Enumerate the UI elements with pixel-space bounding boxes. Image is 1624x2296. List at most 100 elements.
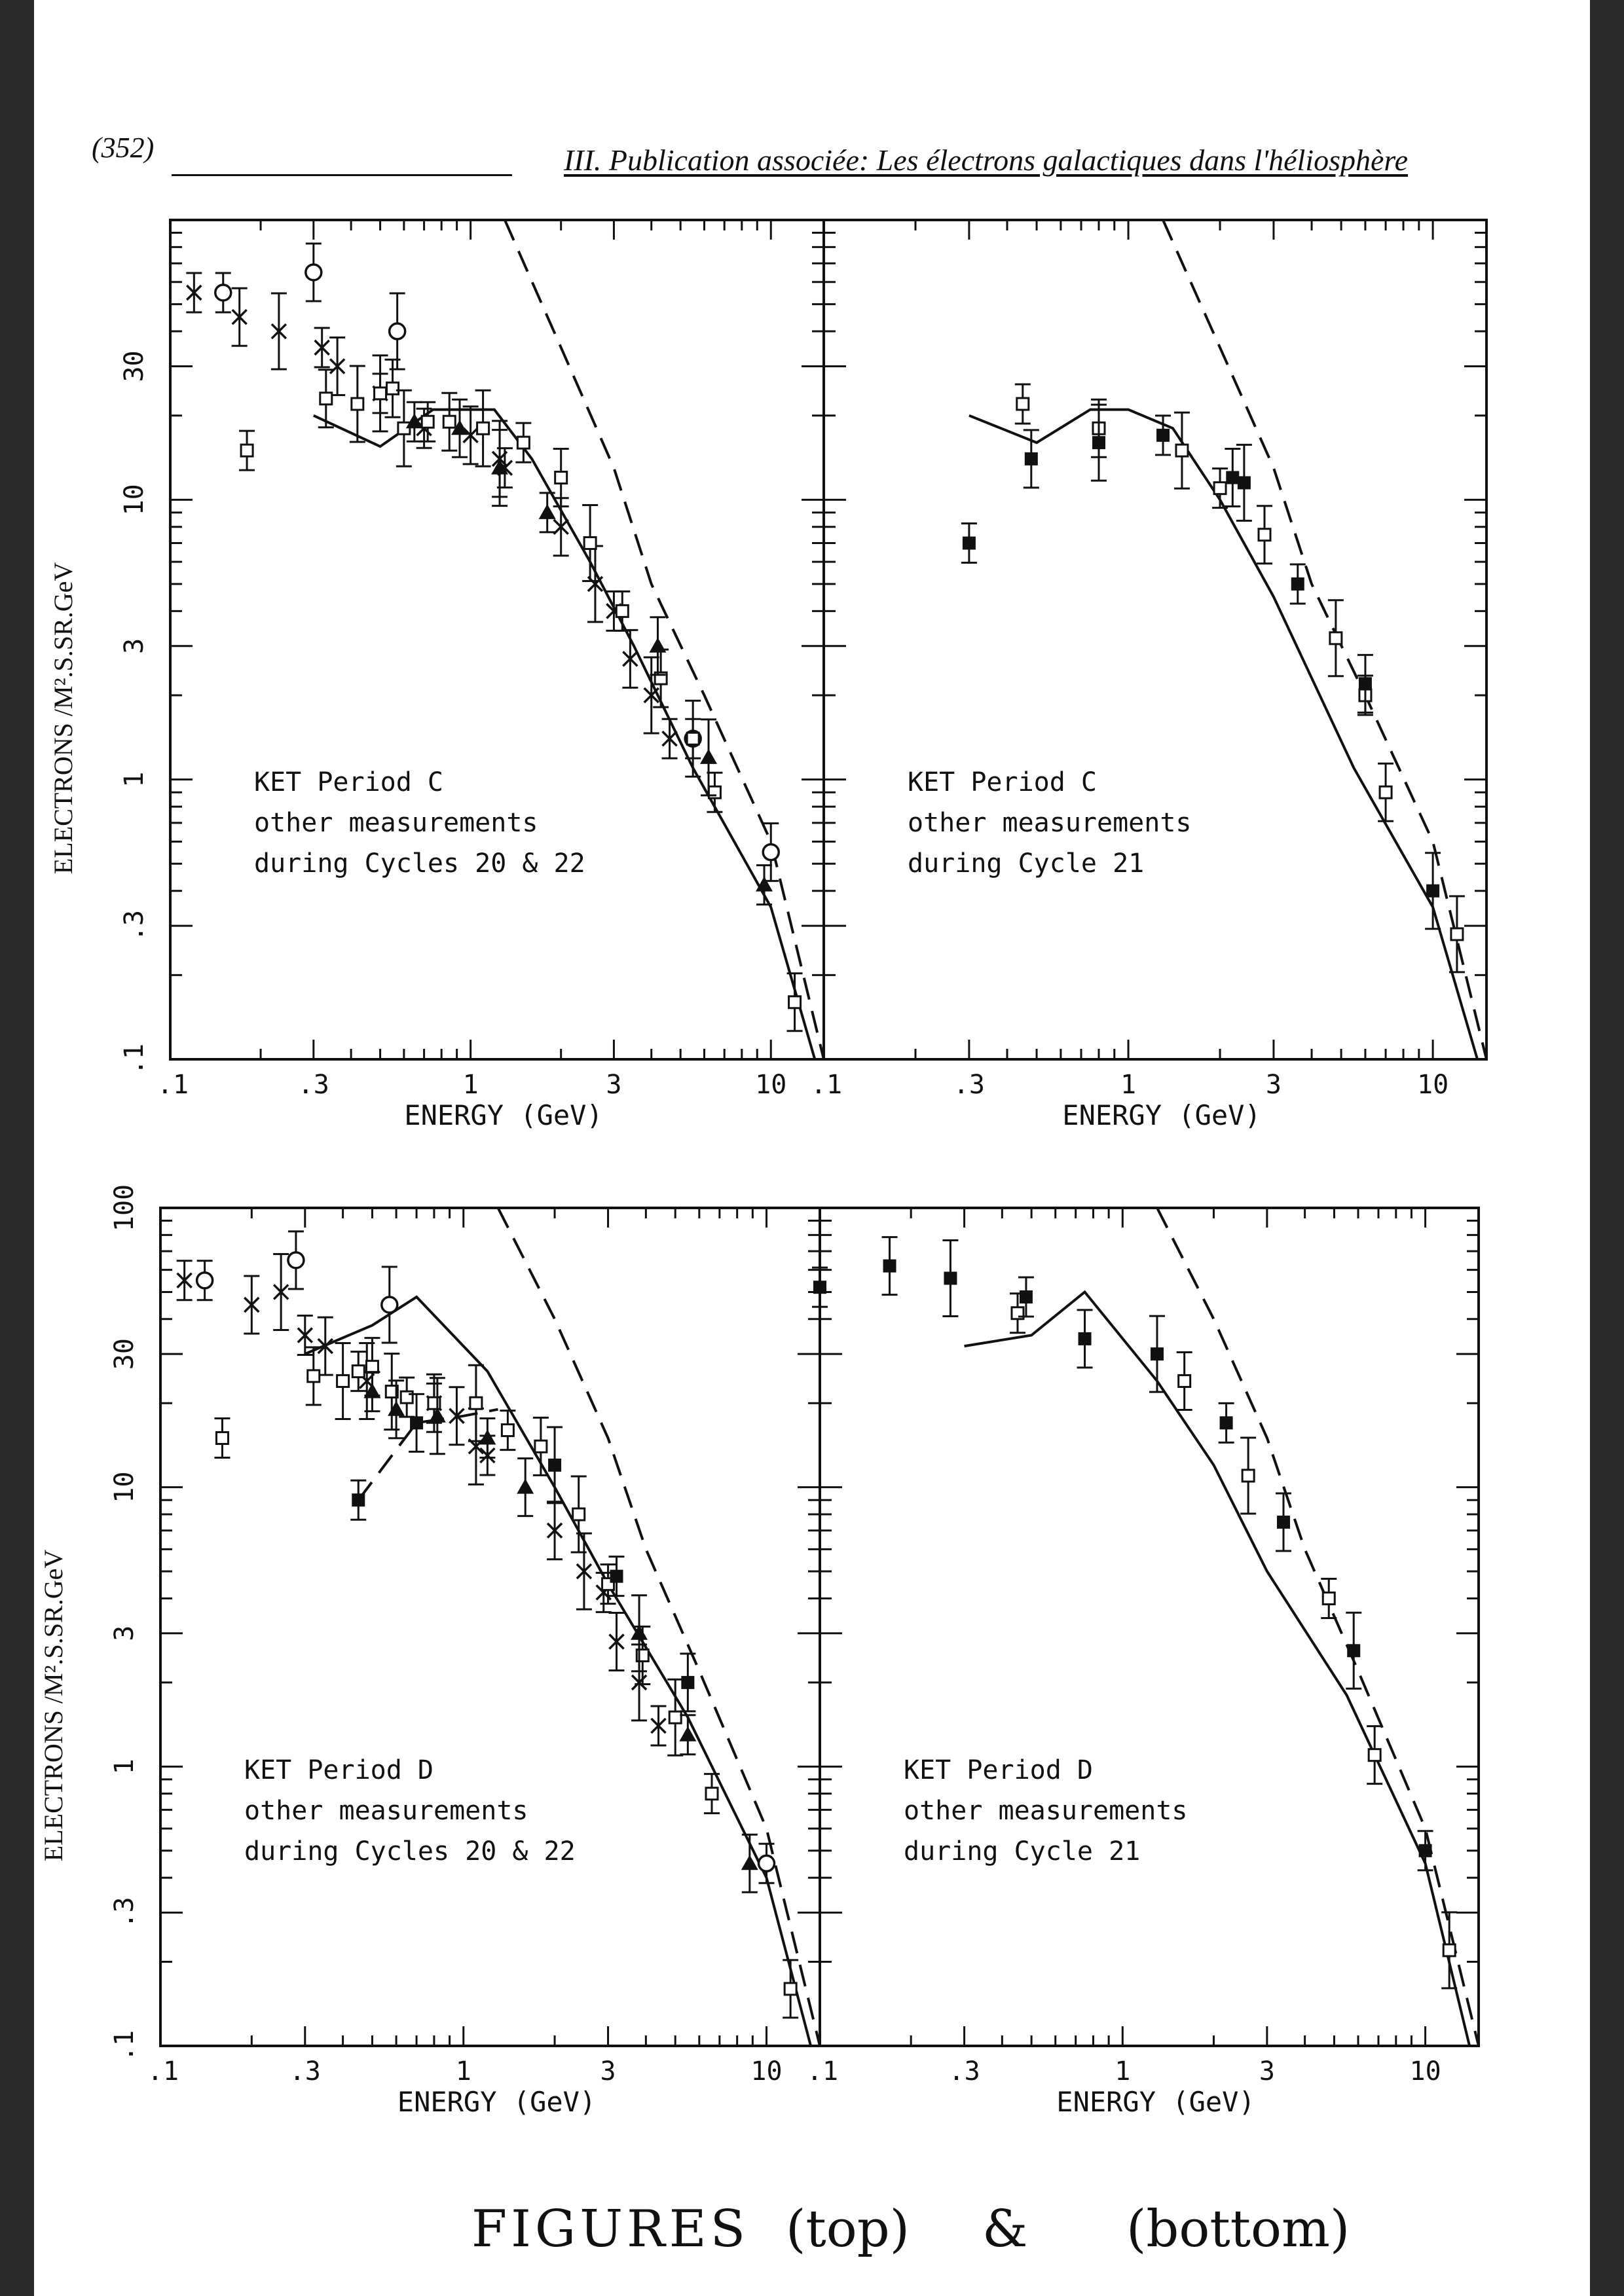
- model-curve-solid: [304, 1295, 813, 2047]
- data-point-open-square: [705, 1787, 719, 1801]
- x-tick-label: .1: [147, 2056, 179, 2086]
- y-tick-label: .3: [119, 910, 149, 941]
- data-point-filled-triangle: [517, 1478, 534, 1494]
- data-point-open-square: [668, 1710, 682, 1724]
- data-point-open-square: [365, 1360, 379, 1374]
- chart-panel-top-right: .1 .3 1 3 10 ENERGY (GeV) KET Period C other me…: [811, 219, 1488, 1131]
- data-point-filled-square: [883, 1259, 896, 1273]
- data-point-filled-square: [610, 1569, 623, 1583]
- data-point-cross: [244, 1296, 260, 1313]
- data-point-filled-triangle: [756, 876, 773, 892]
- handwritten-bottom: (bottom): [1126, 2200, 1350, 2259]
- data-point-open-square: [1378, 785, 1393, 799]
- model-curve-dashed: [1162, 219, 1488, 1060]
- data-point-cross: [270, 323, 287, 340]
- data-point-cross: [272, 1284, 289, 1300]
- panel-annotation: during Cycle 21: [904, 1836, 1140, 1867]
- data-point-filled-square: [352, 1493, 365, 1507]
- x-tick-label: 3: [1259, 2056, 1275, 2086]
- data-point-open-square: [583, 536, 597, 551]
- data-point-circle: [287, 1251, 305, 1269]
- data-point-filled-square: [681, 1675, 695, 1689]
- data-point-open-square: [397, 421, 411, 435]
- y-tick-label: 1: [109, 1758, 139, 1774]
- data-point-cross: [317, 1338, 334, 1355]
- data-point-filled-square: [1291, 577, 1304, 591]
- y-tick-label: 10: [119, 484, 149, 515]
- data-point-circle: [214, 283, 232, 302]
- data-point-open-square: [306, 1369, 321, 1383]
- panel-annotation: other measurements: [244, 1796, 528, 1826]
- x-tick-label: 10: [750, 2056, 782, 2086]
- data-point-open-square: [1213, 481, 1227, 496]
- data-point-open-square: [350, 397, 365, 411]
- handwritten-ampersand: &: [982, 2200, 1028, 2259]
- chart-panel-bottom-right: .1 .3 1 3 10 ENERGY (GeV) KET Period D other me…: [807, 1207, 1480, 2118]
- y-tick-label: 30: [119, 350, 149, 382]
- data-point-open-square: [420, 414, 435, 429]
- data-point-open-square: [1442, 1943, 1456, 1958]
- plot-frame: [822, 219, 1488, 1061]
- x-tick-label: .1: [811, 1070, 842, 1100]
- data-point-filled-triangle: [649, 637, 667, 653]
- data-point-open-square: [386, 381, 400, 395]
- data-point-cross: [576, 1563, 593, 1580]
- data-point-filled-triangle: [700, 748, 718, 764]
- data-point-open-square: [442, 414, 456, 429]
- data-point-open-square: [240, 443, 254, 458]
- y-tick-label: .1: [119, 1044, 149, 1075]
- y-tick-label: 3: [119, 638, 149, 654]
- data-point-filled-square: [1426, 884, 1440, 898]
- data-point-filled-triangle: [631, 1624, 648, 1640]
- model-curve-dashed: [1156, 1207, 1480, 2047]
- y-axis-label: ELECTRONS /M².S.SR.GeV: [39, 1550, 68, 1862]
- model-curve-solid: [969, 408, 1479, 1060]
- panel-annotation: during Cycles 20 & 22: [254, 848, 585, 879]
- y-tick-label: .1: [109, 2030, 139, 2062]
- data-point-filled-square: [1219, 1416, 1233, 1430]
- data-point-cross: [176, 1272, 193, 1289]
- data-point-filled-square: [1024, 452, 1038, 465]
- x-tick-label: 3: [600, 2056, 616, 2086]
- data-point-cross: [643, 687, 659, 704]
- scan-left-edge: [0, 0, 34, 2296]
- figure-panels: .1 .3 1 3 10 .1 .3 1 3 10 30 ENERGY (GeV) ELECTRONS …: [39, 219, 1488, 2118]
- x-tick-label: 3: [606, 1070, 621, 1100]
- data-point-open-square: [336, 1374, 350, 1388]
- data-point-filled-square: [1078, 1332, 1092, 1345]
- panel-annotation: during Cycle 21: [908, 848, 1144, 879]
- data-point-circle: [380, 1296, 399, 1314]
- x-tick-label: 1: [463, 1070, 479, 1100]
- panel-annotation: KET Period C: [908, 767, 1097, 797]
- data-point-open-square: [1367, 1748, 1382, 1762]
- data-point-open-square: [707, 785, 722, 799]
- data-point-filled-triangle: [491, 459, 509, 475]
- x-axis-label: ENERGY (GeV): [397, 2086, 596, 2118]
- x-tick-label: 1: [456, 2056, 471, 2086]
- model-curve-dashed: [496, 1207, 821, 2047]
- data-point-cross: [546, 1522, 563, 1539]
- data-point-cross: [297, 1327, 314, 1343]
- data-point-cross: [622, 651, 638, 667]
- data-point-open-square: [534, 1439, 548, 1453]
- data-point-cross: [449, 1408, 465, 1424]
- data-point-filled-square: [962, 536, 976, 550]
- panel-annotation: other measurements: [908, 808, 1191, 838]
- y-tick-label: 3: [109, 1626, 139, 1641]
- data-point-cross: [462, 427, 479, 444]
- data-point-open-square: [1321, 1591, 1336, 1605]
- x-tick-label: .1: [157, 1070, 189, 1100]
- data-point-filled-triangle: [741, 1855, 758, 1870]
- data-point-cross: [661, 730, 678, 747]
- data-point-cross: [608, 1633, 625, 1650]
- x-axis-label: ENERGY (GeV): [404, 1099, 602, 1131]
- data-point-filled-triangle: [679, 1726, 697, 1741]
- panel-annotation: KET Period C: [254, 767, 443, 797]
- header-rule: [172, 174, 512, 176]
- panel-annotation: during Cycles 20 & 22: [244, 1836, 576, 1867]
- y-tick-label: 100: [109, 1184, 139, 1231]
- data-point-open-square: [384, 1385, 399, 1399]
- data-point-open-square: [1177, 1374, 1192, 1388]
- data-point-filled-square: [1276, 1515, 1290, 1529]
- panel-annotation: KET Period D: [244, 1755, 434, 1785]
